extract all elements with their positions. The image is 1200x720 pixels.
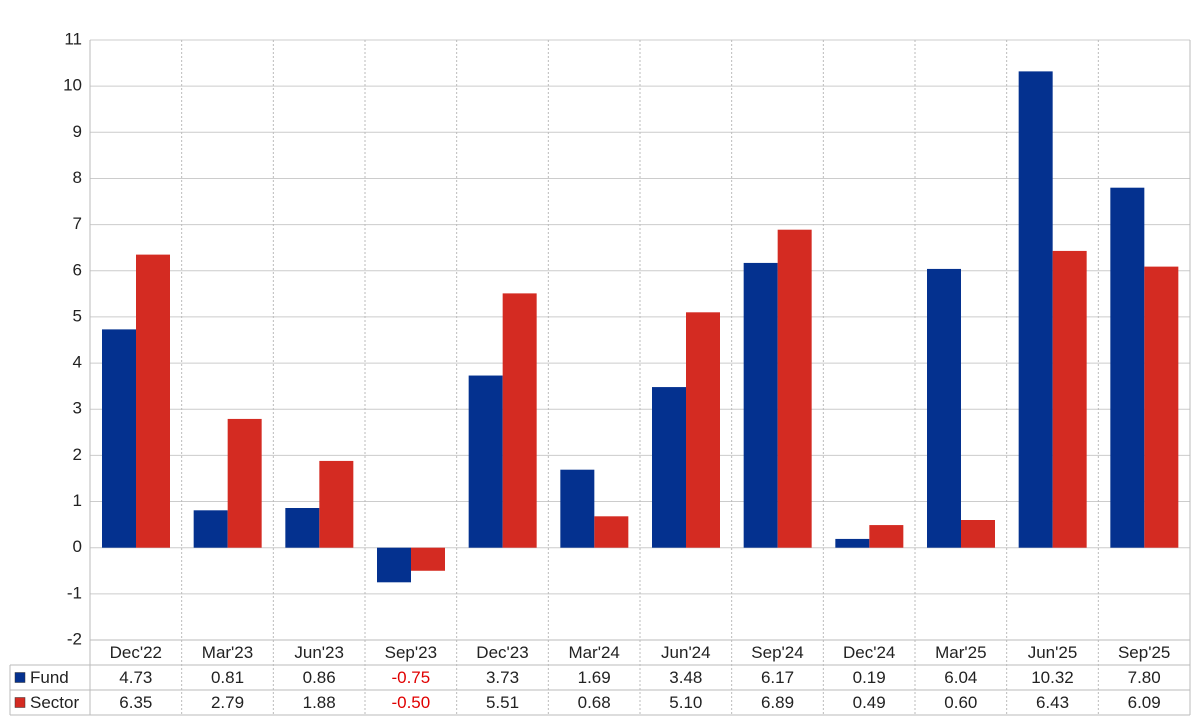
x-tick-label: Mar'24 [568,643,619,662]
table-value: 4.73 [119,668,152,687]
table-value: 2.79 [211,693,244,712]
table-value: 0.81 [211,668,244,687]
legend-swatch [14,672,26,683]
bar [961,520,995,548]
y-tick-label: 4 [73,353,82,372]
y-tick-label: 2 [73,445,82,464]
legend-label: Fund [30,668,69,687]
bar [743,262,778,548]
x-tick-label: Jun'24 [661,643,711,662]
x-tick-label: Sep'23 [385,643,437,662]
y-tick-label: -2 [67,629,82,648]
y-tick-label: 6 [73,260,82,279]
bar [1110,187,1145,548]
table-value: 0.68 [578,693,611,712]
bar [1052,250,1087,548]
table-value: 3.73 [486,668,519,687]
bar [102,329,136,548]
table-value: 0.19 [853,668,886,687]
x-tick-label: Jun'23 [294,643,344,662]
table-value: 5.10 [669,693,702,712]
bar [377,547,411,583]
bar [502,293,537,548]
table-value: 6.04 [944,668,977,687]
table-value: -0.75 [391,668,430,687]
table-value: 0.60 [944,693,977,712]
x-tick-label: Sep'24 [751,643,803,662]
table-value: 7.80 [1128,668,1161,687]
table-value: 5.51 [486,693,519,712]
y-tick-label: 1 [73,491,82,510]
table-value: 6.43 [1036,693,1069,712]
table-value: 3.48 [669,668,702,687]
table-value: 10.32 [1031,668,1074,687]
y-tick-label: -1 [67,583,82,602]
y-tick-label: 8 [73,168,82,187]
y-tick-label: 0 [73,537,82,556]
x-tick-label: Dec'24 [843,643,895,662]
bar [686,312,720,548]
legend-label: Sector [30,693,79,712]
y-tick-label: 7 [73,214,82,233]
table-value: 0.86 [303,668,336,687]
table-value: 6.17 [761,668,794,687]
table-value: 1.69 [578,668,611,687]
x-tick-label: Jun'25 [1028,643,1078,662]
x-tick-label: Sep'25 [1118,643,1170,662]
x-tick-label: Dec'22 [110,643,162,662]
bar [927,268,961,548]
table-value: 6.89 [761,693,794,712]
bar [560,469,595,548]
y-tick-label: 9 [73,122,82,141]
x-tick-label: Mar'23 [202,643,253,662]
table-value: 6.09 [1128,693,1161,712]
bar [1018,71,1053,548]
bar [777,229,812,548]
bar [835,538,870,548]
bar [869,525,904,548]
y-tick-label: 5 [73,306,82,325]
y-tick-label: 11 [64,29,82,48]
bar [594,516,629,548]
bar [285,508,320,548]
bar [468,375,503,548]
y-tick-label: 10 [63,76,82,95]
x-tick-label: Mar'25 [935,643,986,662]
table-value: 1.88 [303,693,336,712]
bar [652,387,686,548]
table-value: -0.50 [391,693,430,712]
legend-swatch [14,697,26,708]
bar [1144,266,1179,548]
bar [227,418,262,548]
table-value: 6.35 [119,693,152,712]
y-tick-label: 3 [73,399,82,418]
bar [411,547,445,571]
table-value: 0.49 [853,693,886,712]
bar [319,460,354,548]
x-tick-label: Dec'23 [476,643,528,662]
bar [136,254,170,548]
bar [193,510,228,548]
